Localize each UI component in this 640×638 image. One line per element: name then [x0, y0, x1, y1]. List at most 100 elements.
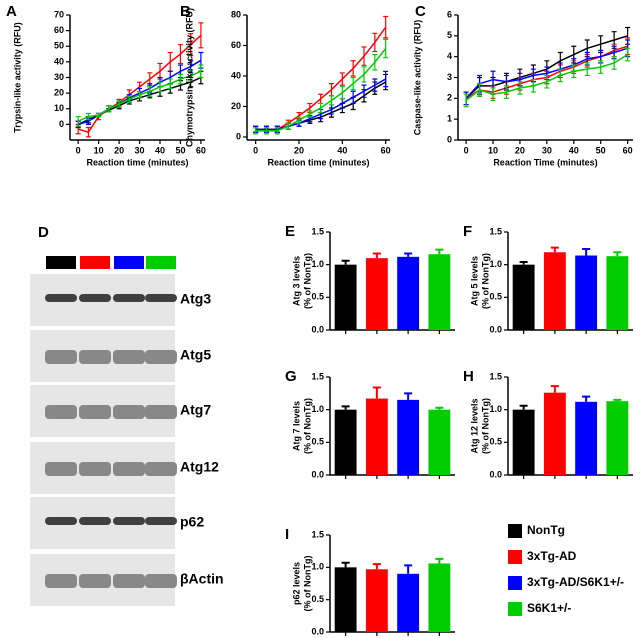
y-tick-label: 20 — [231, 101, 241, 111]
y-tick-label: 0.0 — [489, 324, 502, 334]
error-bar — [582, 395, 591, 402]
x-tick-label: 50 — [175, 145, 185, 155]
y-tick-label: 0.5 — [489, 437, 502, 447]
bar — [575, 255, 598, 330]
y-tick-label: 80 — [231, 9, 241, 19]
y-tick-label: 1.0 — [311, 404, 324, 414]
series-line — [465, 53, 629, 102]
y-axis-label: p62 levels — [291, 562, 301, 605]
blot-band — [45, 294, 77, 302]
y-tick-label: 0.0 — [311, 324, 324, 334]
error-bar — [519, 404, 528, 410]
blot-band — [79, 405, 111, 419]
y-axis-label: Trypsin-like activity (RFU) — [12, 22, 22, 133]
error-bar — [582, 247, 591, 256]
error-bar — [613, 251, 622, 257]
y-axis-label: (% of NonTg) — [302, 398, 312, 454]
blot-label: p62 — [180, 514, 204, 530]
y-tick-label: 0.5 — [311, 292, 324, 302]
error-bar — [435, 248, 444, 255]
blot-band — [113, 405, 145, 419]
y-tick-label: 40 — [231, 70, 241, 80]
error-bar — [372, 563, 381, 570]
y-tick-label: 0 — [236, 131, 241, 141]
blot-band — [113, 574, 145, 588]
y-axis-label: (% of NonTg) — [302, 253, 312, 309]
y-axis-label: (% of NonTg) — [480, 253, 490, 309]
error-bar — [435, 557, 444, 564]
y-tick-label: 0 — [447, 134, 452, 144]
blot-label: βActin — [180, 571, 224, 587]
bar — [575, 401, 598, 475]
legend-label: 3xTg-AD — [527, 549, 577, 563]
error-bar — [372, 386, 381, 399]
panel-letter: H — [463, 368, 474, 385]
blot-band — [145, 517, 177, 525]
bar — [334, 567, 357, 632]
x-tick-label: 30 — [135, 145, 145, 155]
blot-label: Atg7 — [180, 402, 211, 418]
x-tick-label: 60 — [381, 145, 391, 155]
bar — [334, 409, 357, 475]
error-bar — [404, 392, 413, 400]
x-tick-label: 10 — [488, 145, 498, 155]
x-tick-label: 0 — [76, 145, 81, 155]
error-bar — [550, 246, 559, 253]
error-bar — [404, 564, 413, 574]
error-bar — [435, 406, 444, 410]
y-tick-label: 0 — [59, 119, 64, 129]
blot-label: Atg5 — [180, 347, 211, 363]
panel-letter: C — [415, 3, 426, 20]
x-tick-label: 20 — [515, 145, 525, 155]
blot-band — [145, 350, 177, 364]
blot-band — [145, 405, 177, 419]
panel-letter: D — [38, 224, 49, 241]
legend-swatch — [508, 524, 522, 538]
error-bar — [75, 115, 81, 127]
blot-band — [45, 517, 77, 525]
lane-color — [46, 256, 76, 269]
y-tick-label: 3 — [447, 72, 452, 82]
x-axis-label: Reaction time (minutes) — [267, 157, 369, 167]
legend-label: 3xTg-AD/S6K1+/- — [527, 575, 624, 589]
series-line — [77, 70, 202, 122]
blot-band — [79, 350, 111, 364]
y-tick-label: 50 — [54, 41, 64, 51]
blot-band — [45, 350, 77, 364]
bar — [428, 409, 451, 475]
x-tick-label: 20 — [294, 145, 304, 155]
x-axis-label: Reaction Time (minutes) — [493, 157, 597, 167]
blot-band — [113, 462, 145, 476]
y-tick-label: 20 — [54, 88, 64, 98]
error-bar — [383, 38, 389, 59]
bar — [428, 254, 451, 330]
y-tick-label: 1.5 — [489, 226, 502, 236]
x-tick-label: 0 — [253, 145, 258, 155]
bar — [606, 256, 629, 330]
y-tick-label: 0.5 — [489, 292, 502, 302]
bar — [397, 256, 420, 330]
blot-label: Atg3 — [180, 291, 211, 307]
x-tick-label: 20 — [114, 145, 124, 155]
blot-band — [79, 574, 111, 588]
bar — [428, 563, 451, 632]
bar — [512, 409, 535, 475]
error-bar — [383, 15, 389, 39]
blot-band — [79, 294, 111, 302]
y-axis-label: Chymotrypsin-like activity (RFU) — [184, 8, 194, 147]
x-tick-label: 30 — [542, 145, 552, 155]
blot-band — [45, 405, 77, 419]
y-axis-label: Atg 3 levels — [291, 256, 301, 306]
bar — [397, 399, 420, 475]
y-axis-label: (% of NonTg) — [302, 556, 312, 612]
bar — [606, 401, 629, 475]
series-line — [465, 47, 628, 99]
blot-band — [145, 462, 177, 476]
y-tick-label: 6 — [447, 9, 452, 19]
bar — [365, 398, 388, 475]
y-tick-label: 30 — [54, 72, 64, 82]
x-tick-label: 40 — [569, 145, 579, 155]
x-tick-label: 40 — [155, 145, 165, 155]
panel-letter: G — [285, 368, 297, 385]
